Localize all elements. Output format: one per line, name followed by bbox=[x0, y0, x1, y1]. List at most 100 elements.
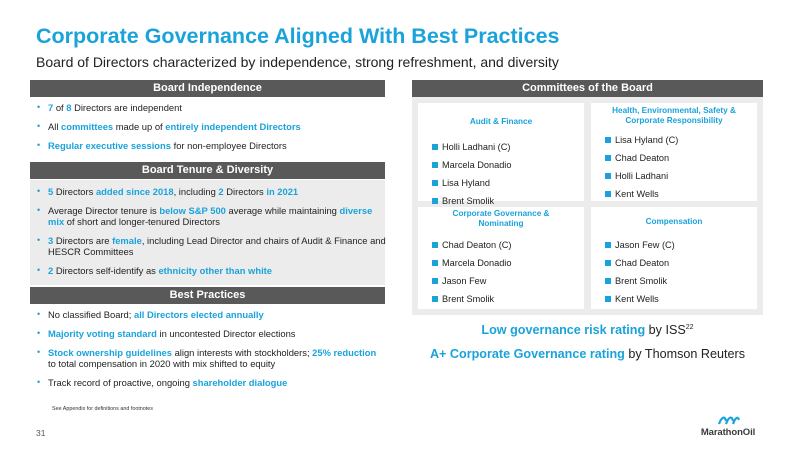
cg-rating-highlight: A+ Corporate Governance rating bbox=[429, 347, 625, 361]
body-text: average while maintaining bbox=[225, 205, 340, 216]
compensation-committee-title: Compensation bbox=[645, 217, 703, 226]
body-text: align interests with stockholders; bbox=[171, 347, 313, 358]
list-item: 2 Directors self-identify as ethnicity o… bbox=[36, 265, 386, 276]
body-text: Directors are independent bbox=[71, 102, 182, 113]
body-text: for non-employee Directors bbox=[170, 140, 287, 151]
body-text: Directors are bbox=[53, 235, 113, 246]
member-item: Lisa Hyland (C) bbox=[605, 131, 678, 149]
audit-committee-members: Holli Ladhani (C) Marcela Donadio Lisa H… bbox=[432, 138, 511, 210]
highlight-text: 2 bbox=[48, 265, 54, 276]
highlight-text: 8 bbox=[66, 102, 72, 113]
page-title: Corporate Governance Aligned With Best P… bbox=[36, 24, 560, 48]
compensation-committee-members: Jason Few (C) Chad Deaton Brent Smolik K… bbox=[605, 236, 675, 308]
member-item: Chad Deaton bbox=[605, 149, 678, 167]
highlight-text: 2 bbox=[218, 186, 224, 197]
list-item: 7 of 8 Directors are independent bbox=[36, 102, 386, 113]
iss-rating-highlight: Low governance risk rating bbox=[481, 323, 646, 337]
member-item: Jason Few (C) bbox=[605, 236, 675, 254]
list-item: 5 Directors added since 2018, including … bbox=[36, 186, 386, 197]
thomson-reuters-rating: A+ Corporate Governance rating by Thomso… bbox=[412, 347, 763, 361]
audit-committee-title: Audit & Finance bbox=[469, 117, 533, 126]
page-number: 31 bbox=[36, 428, 46, 438]
iss-rating-suffix: by ISS bbox=[645, 323, 686, 337]
highlight-text: committees bbox=[61, 121, 114, 132]
board-independence-header: Board Independence bbox=[30, 80, 385, 97]
committees-panel: Audit & Finance Holli Ladhani (C) Marcel… bbox=[412, 97, 763, 315]
highlight-text: diverse mix bbox=[48, 205, 373, 227]
best-practices-list: No classified Board; all Directors elect… bbox=[36, 309, 386, 388]
iss-rating-footnote-ref: 22 bbox=[685, 323, 694, 331]
highlight-text: female bbox=[112, 235, 142, 246]
hescr-committee-title-line2: Corporate Responsibility bbox=[625, 116, 723, 125]
governance-committee-title-line1: Corporate Governance & bbox=[452, 209, 550, 218]
governance-committee-members: Chad Deaton (C) Marcela Donadio Jason Fe… bbox=[432, 236, 511, 308]
committees-header: Committees of the Board bbox=[412, 80, 763, 97]
body-text: Track record of proactive, ongoing bbox=[48, 377, 193, 388]
highlight-text: entirely independent Directors bbox=[165, 121, 301, 132]
highlight-text: 7 bbox=[48, 102, 54, 113]
body-text: made up of bbox=[113, 121, 166, 132]
highlight-text: Majority voting standard bbox=[48, 328, 157, 339]
member-item: Marcela Donadio bbox=[432, 254, 511, 272]
compensation-committee-box: Compensation Jason Few (C) Chad Deaton B… bbox=[591, 207, 757, 309]
highlight-text: added since 2018 bbox=[95, 186, 174, 197]
logo-text: MarathonOil bbox=[700, 427, 756, 438]
cg-rating-suffix: by Thomson Reuters bbox=[624, 347, 746, 361]
list-item: Average Director tenure is below S&P 500… bbox=[36, 205, 386, 227]
list-item: Track record of proactive, ongoing share… bbox=[36, 377, 386, 388]
list-item: 3 Directors are female, including Lead D… bbox=[36, 235, 386, 257]
member-item: Jason Few bbox=[432, 272, 511, 290]
best-practices-header: Best Practices bbox=[30, 287, 385, 304]
iss-rating: Low governance risk rating by ISS22 bbox=[412, 323, 763, 337]
member-item: Chad Deaton bbox=[605, 254, 675, 272]
body-text: of bbox=[53, 102, 67, 113]
member-item: Kent Wells bbox=[605, 185, 678, 203]
member-item: Kent Wells bbox=[605, 290, 675, 308]
body-text: , including Lead Director and chairs of … bbox=[48, 235, 386, 257]
body-text: All bbox=[48, 121, 62, 132]
highlight-text: 5 bbox=[48, 186, 54, 197]
marathon-oil-logo: MarathonOil bbox=[692, 415, 764, 441]
body-text: No classified Board; bbox=[48, 309, 134, 320]
body-text: to total compensation in 2020 with mix s… bbox=[48, 358, 276, 369]
highlight-text: 3 bbox=[48, 235, 54, 246]
hescr-committee-box: Health, Environmental, Safety & Corporat… bbox=[591, 103, 757, 201]
member-item: Marcela Donadio bbox=[432, 156, 511, 174]
member-item: Brent Smolik bbox=[432, 290, 511, 308]
list-item: All committees made up of entirely indep… bbox=[36, 121, 386, 132]
body-text: in uncontested Director elections bbox=[156, 328, 296, 339]
page-subtitle: Board of Directors characterized by inde… bbox=[36, 54, 559, 70]
member-item: Lisa Hyland bbox=[432, 174, 511, 192]
body-text: Directors bbox=[53, 186, 96, 197]
body-text: Directors bbox=[223, 186, 267, 197]
highlight-text: 25% reduction bbox=[312, 347, 377, 358]
member-item: Chad Deaton (C) bbox=[432, 236, 511, 254]
governance-committee-title-line2: Nominating bbox=[478, 219, 524, 228]
highlight-text: below S&P 500 bbox=[159, 205, 226, 216]
board-tenure-list: 5 Directors added since 2018 , including … bbox=[36, 186, 386, 276]
body-text: Average Director tenure is bbox=[48, 205, 160, 216]
member-item: Holli Ladhani bbox=[605, 167, 678, 185]
board-independence-list: 7 of 8 Directors are independent All com… bbox=[36, 102, 386, 151]
highlight-text: all Directors elected annually bbox=[133, 309, 264, 320]
hescr-committee-members: Lisa Hyland (C) Chad Deaton Holli Ladhan… bbox=[605, 131, 678, 203]
marathon-oil-logo-mark-icon bbox=[718, 416, 740, 425]
body-text: of short and longer-tenured Directors bbox=[64, 216, 220, 227]
governance-committee-box: Corporate Governance & Nominating Chad D… bbox=[418, 207, 584, 309]
member-item: Brent Smolik bbox=[605, 272, 675, 290]
audit-committee-box: Audit & Finance Holli Ladhani (C) Marcel… bbox=[418, 103, 584, 206]
hescr-committee-title-line1: Health, Environmental, Safety & bbox=[612, 106, 736, 115]
board-tenure-header: Board Tenure & Diversity bbox=[30, 162, 385, 179]
highlight-text: Stock ownership guidelines bbox=[48, 347, 172, 358]
list-item: No classified Board; all Directors elect… bbox=[36, 309, 386, 320]
highlight-text: shareholder dialogue bbox=[192, 377, 288, 388]
highlight-text: in 2021 bbox=[266, 186, 299, 197]
list-item: Majority voting standard in uncontested … bbox=[36, 328, 386, 339]
member-item: Holli Ladhani (C) bbox=[432, 138, 511, 156]
highlight-text: ethnicity other than white bbox=[158, 265, 273, 276]
highlight-text: Regular executive sessions bbox=[48, 140, 171, 151]
footnote: See Appendix for definitions and footnot… bbox=[52, 406, 153, 412]
list-item: Stock ownership guidelines align interes… bbox=[36, 347, 386, 369]
member-item: Brent Smolik bbox=[432, 192, 511, 210]
body-text: , including bbox=[173, 186, 219, 197]
